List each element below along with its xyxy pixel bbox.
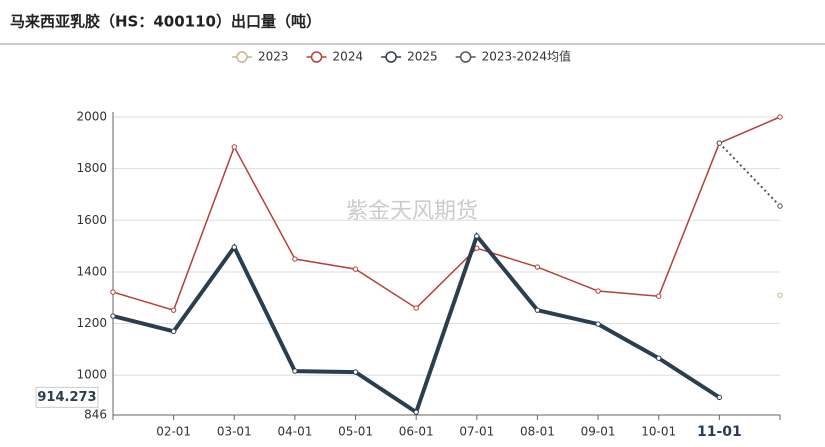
legend-label: 2023 xyxy=(258,50,289,64)
y-tick-label: 1600 xyxy=(76,213,107,227)
point xyxy=(110,289,116,295)
x-tick-label: 06-01 xyxy=(399,425,434,439)
x-tick-label: 09-01 xyxy=(581,425,616,439)
legend-label: 2023-2024均值 xyxy=(482,49,571,64)
point xyxy=(595,321,601,327)
legend-item: 2025 xyxy=(381,50,438,64)
point xyxy=(595,288,601,294)
point xyxy=(474,233,480,239)
legend-marker xyxy=(459,51,472,63)
point xyxy=(656,355,662,361)
y-tick-label: 2000 xyxy=(76,110,107,124)
chart-title: 马来西亚乳胶（HS：400110）出口量（吨） xyxy=(10,13,321,31)
point xyxy=(110,313,116,319)
pointer-label-box xyxy=(35,386,99,408)
x-tick-label: 10-01 xyxy=(641,425,676,439)
legend-marker xyxy=(385,51,397,63)
point xyxy=(413,409,419,415)
point xyxy=(716,140,723,146)
pointer-label: 914.273 xyxy=(37,390,96,405)
y-tick-label: 1800 xyxy=(76,161,107,175)
point xyxy=(413,305,419,311)
point xyxy=(231,244,237,250)
point xyxy=(777,203,783,209)
point xyxy=(716,394,723,401)
y-tick-label: 1200 xyxy=(76,316,107,330)
y-tick-label: 1000 xyxy=(76,368,107,382)
legend-label: 2024 xyxy=(333,50,364,64)
legend-item: 2024 xyxy=(306,50,364,64)
series-line xyxy=(112,232,721,416)
point xyxy=(534,307,541,313)
point xyxy=(231,144,237,150)
point xyxy=(170,328,177,335)
x-tick-label: 05-01 xyxy=(338,425,373,439)
legend-label: 2025 xyxy=(407,50,438,64)
point xyxy=(292,256,298,262)
point xyxy=(656,293,662,299)
legend-marker xyxy=(236,51,248,63)
legend-item: 2023 xyxy=(232,50,289,64)
point xyxy=(534,264,541,270)
point xyxy=(170,307,177,313)
x-tick-label: 11-01 xyxy=(697,424,742,440)
point xyxy=(777,292,783,298)
series-line xyxy=(718,142,781,207)
x-tick-label: 03-01 xyxy=(217,425,252,439)
x-tick-label: 07-01 xyxy=(459,425,494,439)
y-tick-label: 846 xyxy=(84,408,107,422)
x-tick-label: 02-01 xyxy=(156,425,191,439)
x-tick-label: 04-01 xyxy=(277,425,312,439)
series-line xyxy=(112,116,781,312)
point xyxy=(352,266,359,272)
legend-item: 2023-2024均值 xyxy=(455,49,571,64)
point xyxy=(352,369,359,375)
point xyxy=(292,368,298,374)
point xyxy=(777,114,783,120)
x-tick-label: 08-01 xyxy=(520,425,555,439)
legend-marker xyxy=(310,51,323,63)
y-tick-label: 1400 xyxy=(76,264,107,278)
